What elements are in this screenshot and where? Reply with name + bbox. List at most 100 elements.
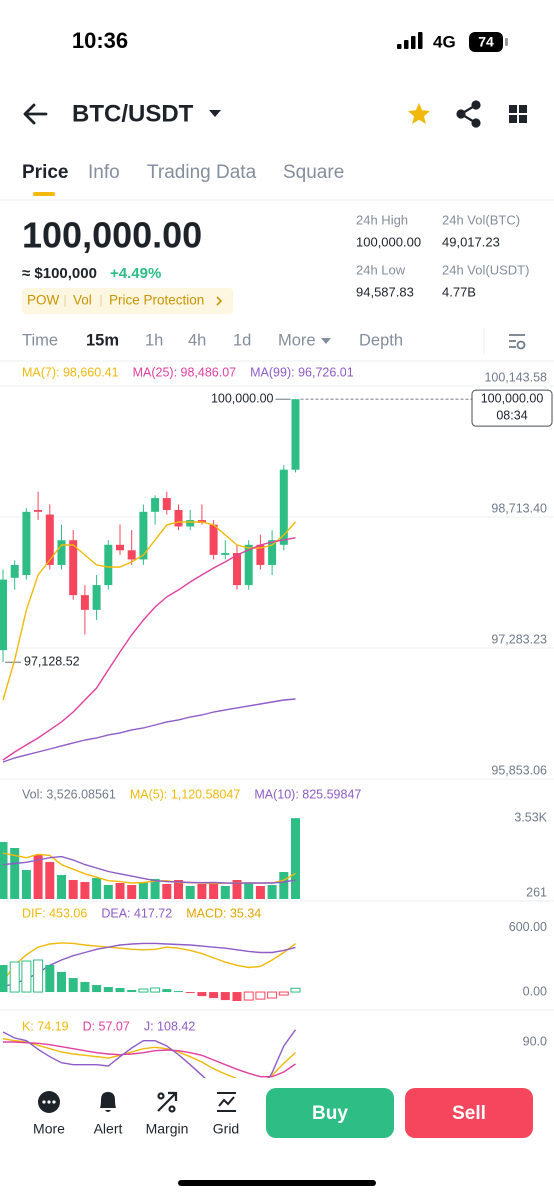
candle-body: [279, 469, 288, 545]
y-tick-label: 95,853.06: [491, 763, 547, 777]
bar: [232, 992, 242, 1002]
tag[interactable]: Vol: [73, 293, 92, 308]
legend-entry: K: 74.19: [22, 1019, 69, 1033]
legend-entry: MA(10): 825.59847: [254, 787, 361, 801]
bar: [244, 882, 254, 899]
candle-body: [0, 579, 7, 651]
candle-body: [80, 595, 89, 610]
y-tick-label: 97,283.23: [491, 632, 547, 646]
tab[interactable]: Info: [88, 162, 120, 183]
tag-chevron: [216, 296, 223, 306]
bar: [68, 880, 78, 899]
y-tick-label: 3.53K: [514, 810, 547, 824]
last-price-label: 100,000.00: [481, 391, 544, 405]
buy-label[interactable]: Buy: [312, 1103, 348, 1124]
last-price: 100,000.00: [22, 215, 202, 256]
network-label: 4G: [433, 32, 456, 51]
interval[interactable]: 4h: [188, 331, 206, 349]
interval[interactable]: Time: [22, 331, 58, 349]
y-tick-label: 100,143.58: [484, 370, 547, 384]
candle-body: [162, 498, 171, 510]
candle-body: [233, 553, 241, 586]
tab[interactable]: Price: [22, 162, 68, 183]
stat-value: 94,587.83: [356, 284, 414, 299]
bar: [45, 965, 55, 993]
bar: [162, 884, 172, 899]
tab[interactable]: Square: [283, 162, 344, 183]
bar: [33, 959, 44, 993]
bar: [57, 875, 66, 899]
bar: [291, 818, 300, 899]
battery-level: 74: [478, 34, 494, 50]
legend-entry: MA(99): 96,726.01: [250, 365, 354, 379]
buy-button[interactable]: [266, 1088, 394, 1138]
action-label[interactable]: Grid: [213, 1121, 239, 1137]
stat-label: 24h Vol(BTC): [442, 212, 520, 227]
bar: [197, 884, 207, 899]
bar: [174, 880, 183, 899]
tag[interactable]: Price Protection: [109, 293, 204, 308]
y-tick-label: 0.00: [523, 984, 547, 998]
action-label[interactable]: Margin: [146, 1121, 189, 1137]
tab-indicator: [33, 192, 55, 196]
alert-icon[interactable]: [100, 1092, 116, 1112]
series-line: [2, 521, 297, 701]
bar: [115, 882, 125, 899]
y-tick-label: 600.00: [509, 920, 547, 934]
tab[interactable]: Trading Data: [147, 162, 257, 183]
bar: [103, 987, 113, 993]
candle-body: [221, 553, 230, 555]
bar: [21, 960, 32, 993]
back-button[interactable]: [23, 103, 48, 125]
candle-body: [10, 564, 19, 578]
more-dropdown[interactable]: [321, 338, 331, 344]
bar: [185, 992, 195, 994]
legend-entry: DEA: 417.72: [101, 906, 172, 920]
pair-title[interactable]: BTC/USDT: [72, 100, 194, 127]
action-label[interactable]: Alert: [94, 1121, 123, 1137]
sell-label[interactable]: Sell: [452, 1103, 486, 1124]
tag[interactable]: POW: [27, 293, 60, 308]
layout-button[interactable]: [509, 105, 527, 123]
candle-body: [291, 399, 300, 470]
status-time: 10:36: [72, 28, 128, 53]
more-icon[interactable]: [38, 1091, 60, 1113]
chart-settings[interactable]: [509, 334, 526, 350]
tag-box: [22, 288, 233, 314]
candle-body: [139, 511, 148, 560]
bar: [220, 886, 230, 899]
bar: [255, 886, 265, 899]
price-change: +4.49%: [110, 265, 161, 282]
bar: [33, 855, 43, 899]
stat-label: 24h Low: [356, 262, 406, 277]
interval[interactable]: 1d: [233, 331, 251, 349]
action-label[interactable]: More: [33, 1121, 65, 1137]
margin-icon[interactable]: [157, 1091, 178, 1113]
stat-label: 24h Vol(USDT): [442, 262, 529, 277]
bar: [232, 880, 242, 899]
grid-icon[interactable]: [217, 1092, 236, 1112]
favorite-star[interactable]: [408, 103, 430, 124]
bar: [138, 882, 148, 899]
stat-value: 4.77B: [442, 284, 476, 299]
interval[interactable]: More: [278, 331, 316, 349]
legend-entry: MA(7): 98,660.41: [22, 365, 119, 379]
interval[interactable]: 15m: [86, 331, 119, 349]
interval[interactable]: 1h: [145, 331, 163, 349]
bar: [127, 990, 137, 993]
series-line: [2, 1038, 296, 1083]
candle-body: [57, 540, 66, 565]
bar: [21, 870, 31, 899]
home-indicator: [178, 1180, 376, 1186]
sell-button[interactable]: [405, 1088, 533, 1138]
legend-entry: Vol: 3,526.08561: [22, 787, 116, 801]
candle-body: [69, 540, 78, 596]
signal-icon: [397, 32, 423, 49]
bar: [103, 885, 113, 899]
interval[interactable]: Depth: [359, 331, 403, 349]
pair-dropdown[interactable]: [209, 110, 221, 117]
y-tick-label: 90.0: [523, 1034, 547, 1048]
countdown: 08:34: [496, 408, 527, 422]
share-button[interactable]: [456, 100, 481, 128]
